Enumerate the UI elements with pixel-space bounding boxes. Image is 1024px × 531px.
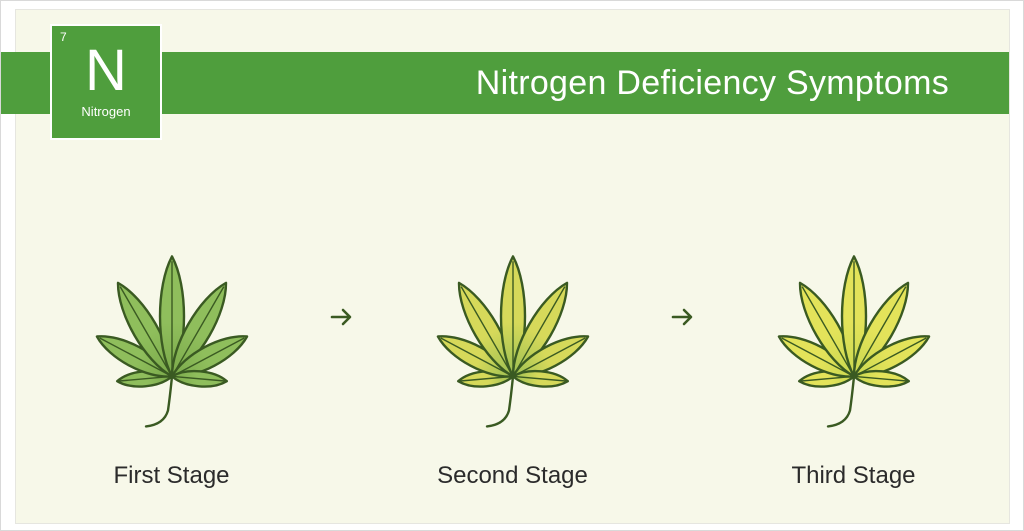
stage-arrow (327, 207, 357, 467)
arrow-icon (329, 304, 355, 330)
atomic-number: 7 (60, 30, 67, 44)
stage: Second Stage (383, 184, 643, 490)
banner-tail (1, 52, 16, 114)
element-tile: 7 N Nitrogen (50, 24, 162, 140)
stage: First Stage (42, 184, 302, 490)
title-banner: Nitrogen Deficiency Symptoms (16, 52, 1009, 114)
element-name: Nitrogen (52, 104, 160, 119)
stage: Third Stage (724, 184, 984, 490)
stage-arrow (668, 207, 698, 467)
leaf-icon (724, 184, 984, 444)
canvas: Nitrogen Deficiency Symptoms 7 N Nitroge… (15, 9, 1010, 524)
arrow-icon (670, 304, 696, 330)
element-symbol: N (52, 42, 160, 100)
stages-row: First Stage (16, 170, 1009, 503)
stage-label: Third Stage (791, 462, 915, 490)
stage-label: First Stage (113, 462, 229, 490)
leaf-icon (42, 184, 302, 444)
leaf-icon (383, 184, 643, 444)
stage-label: Second Stage (437, 462, 588, 490)
title-text: Nitrogen Deficiency Symptoms (476, 64, 949, 103)
